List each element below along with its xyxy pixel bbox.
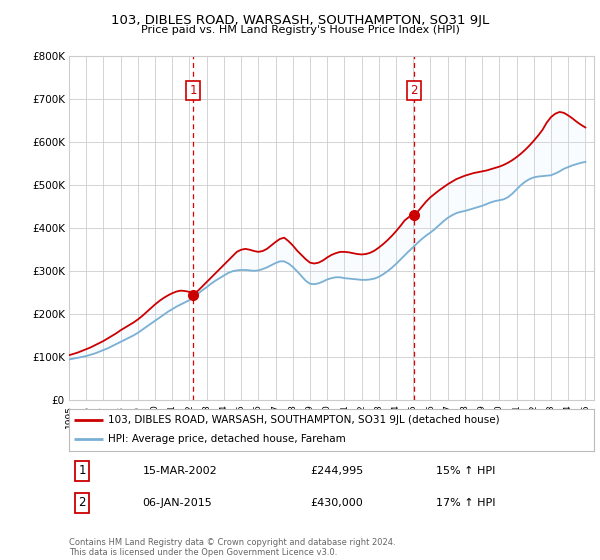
Text: 06-JAN-2015: 06-JAN-2015 (143, 498, 212, 508)
Text: £430,000: £430,000 (311, 498, 363, 508)
Text: 2: 2 (410, 84, 418, 97)
Text: Price paid vs. HM Land Registry's House Price Index (HPI): Price paid vs. HM Land Registry's House … (140, 25, 460, 35)
Text: 103, DIBLES ROAD, WARSASH, SOUTHAMPTON, SO31 9JL: 103, DIBLES ROAD, WARSASH, SOUTHAMPTON, … (111, 14, 489, 27)
Text: 15% ↑ HPI: 15% ↑ HPI (437, 466, 496, 476)
Text: 17% ↑ HPI: 17% ↑ HPI (437, 498, 496, 508)
Text: 103, DIBLES ROAD, WARSASH, SOUTHAMPTON, SO31 9JL (detached house): 103, DIBLES ROAD, WARSASH, SOUTHAMPTON, … (109, 415, 500, 425)
Text: 15-MAR-2002: 15-MAR-2002 (143, 466, 217, 476)
Text: 2: 2 (79, 496, 86, 510)
Text: 1: 1 (79, 464, 86, 478)
Text: 1: 1 (189, 84, 197, 97)
Text: £244,995: £244,995 (311, 466, 364, 476)
Text: HPI: Average price, detached house, Fareham: HPI: Average price, detached house, Fare… (109, 435, 346, 445)
Text: Contains HM Land Registry data © Crown copyright and database right 2024.
This d: Contains HM Land Registry data © Crown c… (69, 538, 395, 557)
